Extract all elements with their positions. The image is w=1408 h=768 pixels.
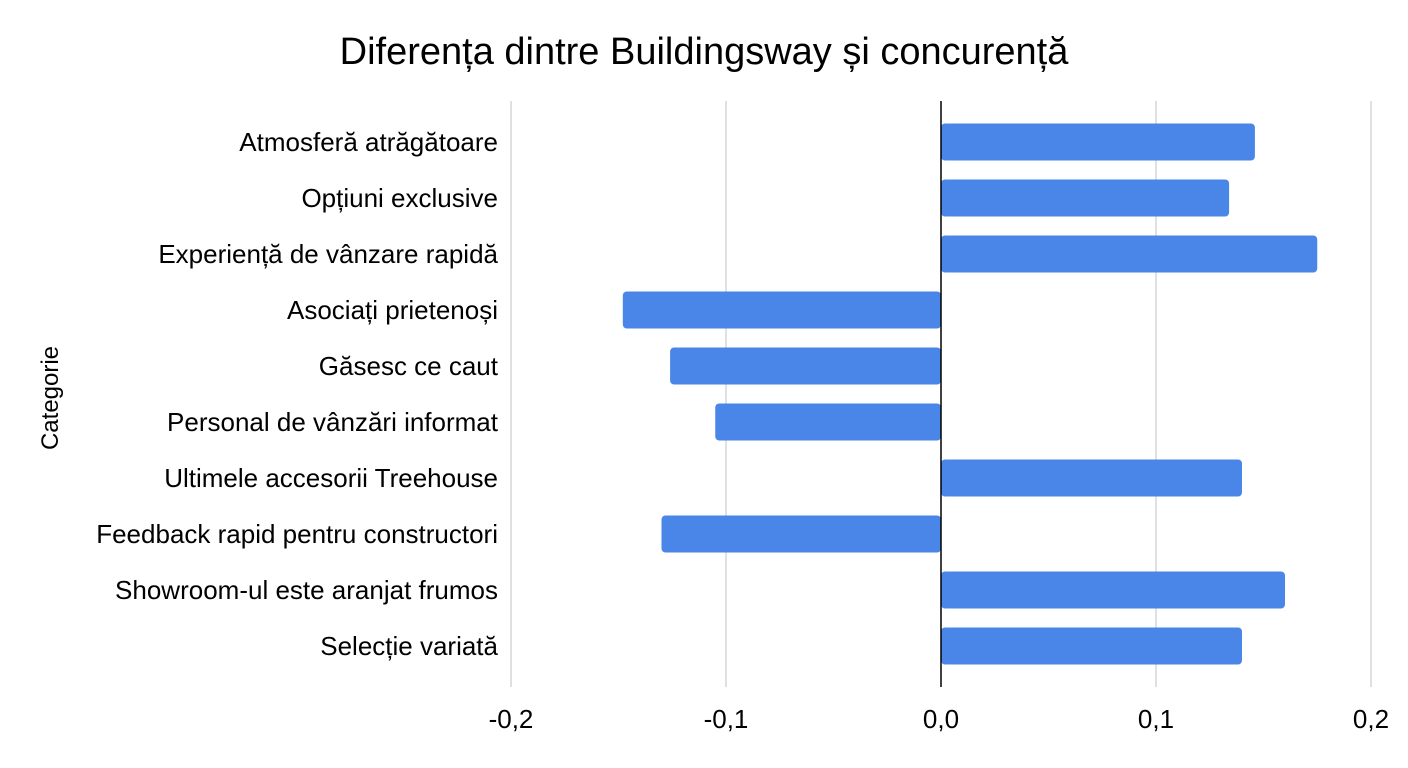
category-label: Atmosferă atrăgătoare bbox=[239, 127, 498, 157]
x-tick-label: 0,1 bbox=[1138, 704, 1174, 734]
category-label: Experiență de vânzare rapidă bbox=[158, 239, 498, 269]
category-label: Feedback rapid pentru constructori bbox=[96, 519, 498, 549]
bar bbox=[941, 123, 1255, 161]
category-label: Găsesc ce caut bbox=[319, 351, 499, 381]
category-label: Personal de vânzări informat bbox=[167, 407, 499, 437]
bar bbox=[661, 515, 941, 553]
bar bbox=[941, 235, 1318, 273]
bar bbox=[941, 571, 1285, 609]
chart-title: Diferența dintre Buildingsway și concure… bbox=[340, 31, 1070, 73]
bars bbox=[622, 123, 1318, 665]
x-tick-label: 0,2 bbox=[1353, 704, 1389, 734]
bar bbox=[941, 179, 1230, 217]
category-label: Ultimele accesorii Treehouse bbox=[164, 463, 498, 493]
x-tick-labels: -0,2 -0,1 0,0 0,1 0,2 bbox=[489, 704, 1389, 734]
bar bbox=[670, 347, 941, 385]
bar bbox=[941, 627, 1242, 665]
category-label: Selecție variată bbox=[320, 631, 498, 661]
y-axis-title: Categorie bbox=[37, 346, 64, 450]
category-label: Opțiuni exclusive bbox=[301, 183, 498, 213]
bar bbox=[941, 459, 1242, 497]
category-labels: Atmosferă atrăgătoare Opțiuni exclusive Ex… bbox=[96, 127, 499, 661]
bar bbox=[715, 403, 941, 441]
category-label: Showroom-ul este aranjat frumos bbox=[115, 575, 498, 605]
x-tick-label: -0,2 bbox=[489, 704, 534, 734]
category-label: Asociați prietenoși bbox=[287, 295, 498, 325]
x-tick-label: 0,0 bbox=[923, 704, 959, 734]
bar bbox=[622, 291, 941, 329]
x-tick-label: -0,1 bbox=[704, 704, 749, 734]
